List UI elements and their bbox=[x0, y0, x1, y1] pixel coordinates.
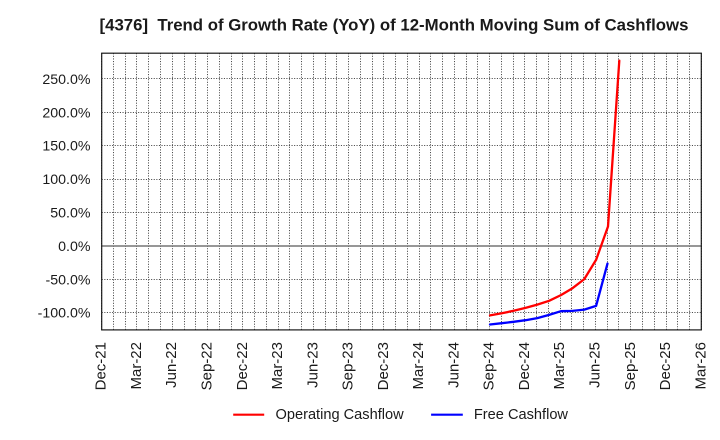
svg-text:200.0%: 200.0% bbox=[42, 105, 91, 121]
svg-text:0.0%: 0.0% bbox=[58, 239, 91, 255]
svg-text:Dec-22: Dec-22 bbox=[234, 342, 251, 390]
svg-text:Jun-24: Jun-24 bbox=[445, 342, 462, 388]
svg-text:-50.0%: -50.0% bbox=[46, 272, 91, 288]
svg-text:Mar-25: Mar-25 bbox=[551, 342, 568, 390]
svg-text:Operating Cashflow: Operating Cashflow bbox=[276, 407, 405, 423]
svg-text:Mar-22: Mar-22 bbox=[128, 342, 145, 390]
svg-text:Sep-23: Sep-23 bbox=[340, 342, 357, 390]
svg-text:Dec-21: Dec-21 bbox=[93, 342, 110, 390]
svg-text:Jun-25: Jun-25 bbox=[587, 342, 604, 388]
svg-text:100.0%: 100.0% bbox=[42, 172, 91, 188]
svg-text:Jun-23: Jun-23 bbox=[304, 342, 321, 388]
svg-text:Jun-22: Jun-22 bbox=[163, 342, 180, 388]
svg-text:Dec-25: Dec-25 bbox=[657, 342, 674, 390]
svg-text:Sep-24: Sep-24 bbox=[481, 342, 498, 390]
svg-text:Dec-24: Dec-24 bbox=[516, 342, 533, 390]
svg-text:-100.0%: -100.0% bbox=[38, 306, 91, 322]
svg-text:Mar-23: Mar-23 bbox=[269, 342, 286, 390]
svg-text:[4376] Trend of Growth Rate (: [4376] Trend of Growth Rate (YoY) of 12-… bbox=[100, 16, 689, 35]
svg-text:50.0%: 50.0% bbox=[50, 206, 91, 222]
svg-text:Mar-24: Mar-24 bbox=[410, 342, 427, 390]
svg-text:Dec-23: Dec-23 bbox=[375, 342, 392, 390]
svg-text:Sep-22: Sep-22 bbox=[199, 342, 216, 390]
svg-text:150.0%: 150.0% bbox=[42, 139, 91, 155]
svg-text:Sep-25: Sep-25 bbox=[622, 342, 639, 390]
svg-text:Free Cashflow: Free Cashflow bbox=[474, 407, 569, 423]
svg-text:250.0%: 250.0% bbox=[42, 72, 91, 88]
svg-text:Mar-26: Mar-26 bbox=[692, 342, 709, 390]
